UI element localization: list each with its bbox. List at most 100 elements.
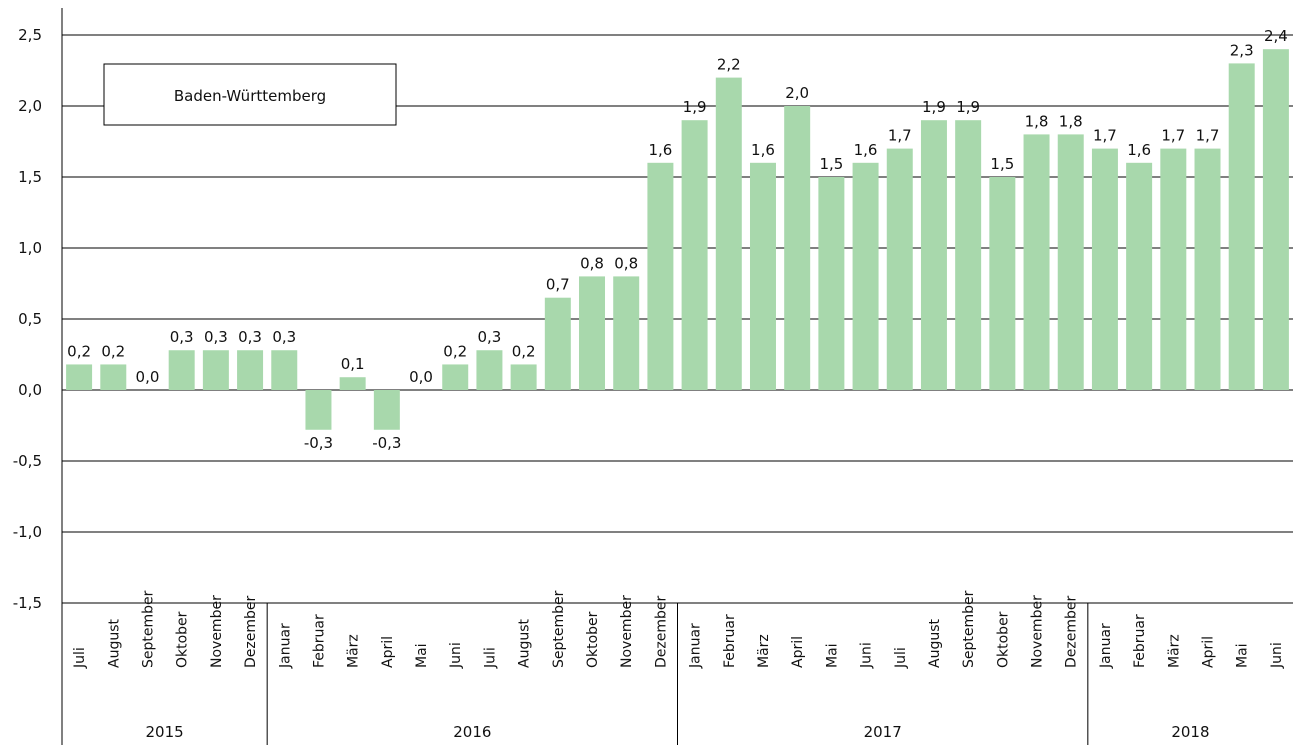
bar (1023, 134, 1050, 390)
data-label: 1,9 (922, 98, 946, 116)
data-label: 0,7 (546, 276, 570, 294)
data-label: 1,6 (751, 141, 775, 159)
x-tick-label: April (1201, 636, 1217, 668)
data-label: 1,5 (990, 155, 1014, 173)
x-tick-label: Juli (72, 647, 88, 669)
data-label: 1,6 (1127, 141, 1151, 159)
bar (237, 350, 264, 390)
x-tick-label: Oktober (585, 611, 601, 668)
x-tick-label: Juni (448, 642, 464, 669)
x-tick-label: September (961, 590, 977, 668)
x-tick-label: Oktober (995, 611, 1011, 668)
bar (1126, 162, 1153, 390)
x-tick-label: November (619, 595, 635, 668)
x-tick-label: Juni (859, 642, 875, 669)
y-tick-label: 0,5 (18, 310, 42, 328)
x-tick-label: November (209, 595, 225, 668)
data-label: 0,8 (614, 254, 638, 272)
y-tick-label: -1,5 (13, 594, 42, 612)
bar (681, 120, 708, 390)
data-label: 1,9 (683, 98, 707, 116)
data-label: 0,0 (409, 368, 433, 386)
x-tick-label: Mai (824, 643, 840, 668)
year-label: 2018 (1171, 723, 1209, 741)
x-tick-label: August (927, 618, 943, 668)
bar (749, 162, 776, 390)
bar (989, 177, 1016, 390)
data-label: 1,5 (819, 155, 843, 173)
data-label: -0,3 (372, 434, 401, 452)
x-tick-label: Februar (1132, 614, 1148, 668)
year-label: 2017 (864, 723, 902, 741)
bar (647, 162, 674, 390)
x-tick-label: April (380, 636, 396, 668)
bars-layer (66, 49, 1289, 430)
year-label: 2016 (453, 723, 491, 741)
year-label: 2015 (145, 723, 183, 741)
x-tick-label: Dezember (1064, 596, 1080, 668)
x-tick-label: Februar (722, 614, 738, 668)
bar (852, 162, 879, 390)
data-label: 1,7 (1093, 127, 1117, 145)
x-tick-label: Mai (414, 643, 430, 668)
y-tick-label: 1,5 (18, 168, 42, 186)
data-label: 1,6 (854, 141, 878, 159)
bar (442, 364, 469, 390)
bar (305, 390, 332, 430)
bar (544, 297, 571, 390)
y-tick-label: -1,0 (13, 523, 42, 541)
data-label: 2,0 (785, 84, 809, 102)
data-label: 2,2 (717, 56, 741, 74)
x-tick-label: Juni (1269, 642, 1285, 669)
data-label: 1,7 (1196, 127, 1220, 145)
y-axis: -1,5 -1,0 -0,5 0,0 0,5 1,0 1,5 2,0 2,5 (13, 8, 63, 745)
x-tick-label: Januar (1098, 623, 1114, 669)
legend-label: Baden-Württemberg (174, 87, 326, 105)
grid-layer (62, 34, 1293, 604)
x-tick-label: August (517, 618, 533, 668)
data-label: 0,1 (341, 355, 365, 373)
legend: Baden-Württemberg (103, 63, 397, 126)
x-tick-label: Dezember (653, 596, 669, 668)
y-tick-label: -0,5 (13, 452, 42, 470)
bar (510, 364, 537, 390)
bar (1262, 49, 1289, 390)
bar (339, 377, 366, 390)
bar (271, 350, 298, 390)
y-tick-label: 0,0 (18, 381, 42, 399)
bar (1194, 148, 1221, 390)
bar (476, 350, 503, 390)
x-tick-label: März (1166, 634, 1182, 668)
data-label: 1,7 (888, 127, 912, 145)
bar (886, 148, 913, 390)
data-label: 0,3 (478, 328, 502, 346)
bar (579, 276, 606, 390)
data-label: 2,3 (1230, 41, 1254, 59)
legend-box (103, 63, 397, 126)
x-tick-label: September (140, 590, 156, 668)
value-labels-layer: 0,2 0,2 0,0 0,3 0,3 0,3 0,3 -0,3 0,1 -0,3 0,0 0,2 0,… (67, 27, 1288, 452)
data-label: 0,3 (238, 328, 262, 346)
bar (715, 77, 742, 390)
bar (1228, 63, 1255, 391)
x-tick-label: August (106, 618, 122, 668)
x-tick-label: Januar (688, 623, 704, 669)
data-label: 0,2 (512, 342, 536, 360)
bar (1057, 134, 1084, 390)
data-label: 0,3 (272, 328, 296, 346)
bar (613, 276, 640, 390)
x-axis: Juli August September Oktober November Dezemb… (72, 590, 1285, 745)
data-label: 1,9 (956, 98, 980, 116)
data-label: -0,3 (304, 434, 333, 452)
x-tick-label: Dezember (243, 596, 259, 668)
data-label: 0,0 (136, 368, 160, 386)
y-tick-label: 2,5 (18, 26, 42, 44)
x-tick-label: September (551, 590, 567, 668)
bar (818, 177, 845, 390)
data-label: 0,8 (580, 254, 604, 272)
bar (66, 364, 93, 390)
bar (168, 350, 195, 390)
x-tick-label: Juli (482, 647, 498, 669)
data-label: 2,4 (1264, 27, 1288, 45)
